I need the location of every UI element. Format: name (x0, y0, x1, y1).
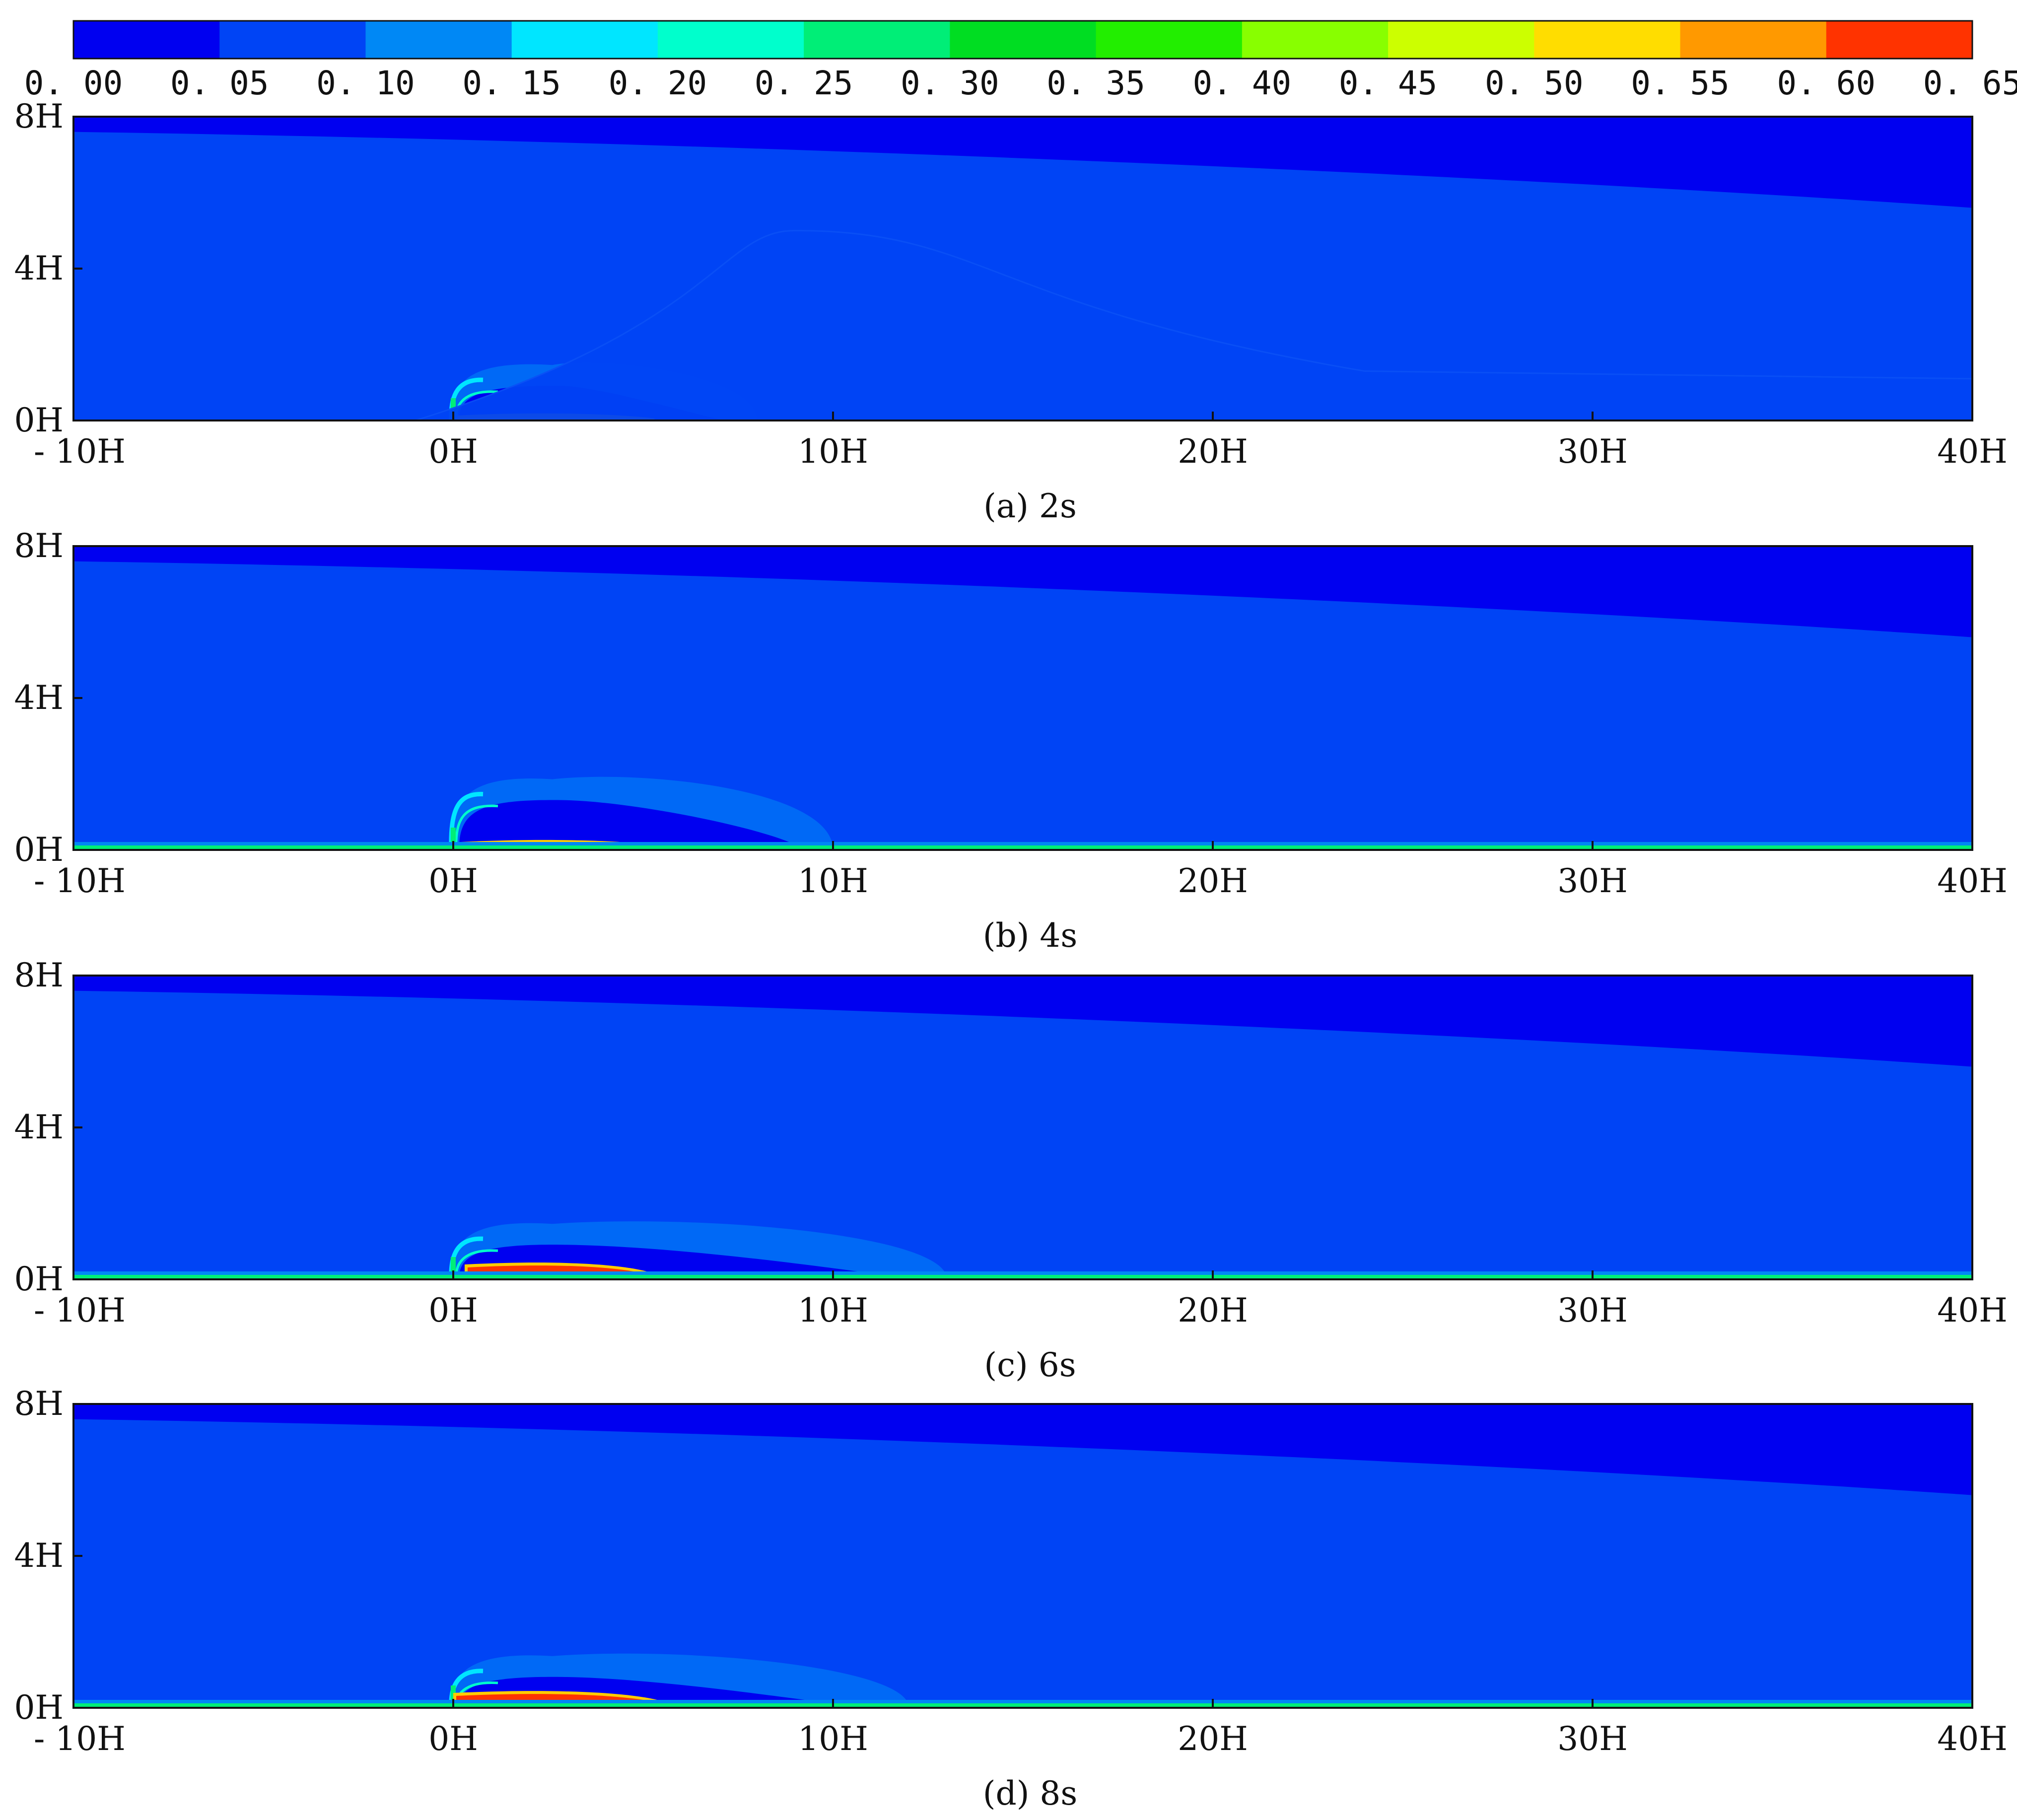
panel-caption: (a) 2s (983, 487, 1077, 525)
colorbar-label: 0. 15 (462, 64, 561, 102)
colorbar-label: 0. 00 (24, 64, 123, 102)
x-tick-label: - 10H (34, 432, 126, 471)
wall-layer (73, 1703, 1972, 1708)
y-tick-label: 8H (14, 527, 64, 565)
colorbar-label: 0. 35 (1046, 64, 1145, 102)
y-tick-label: 8H (14, 956, 64, 994)
panel-caption: (c) 6s (984, 1346, 1076, 1384)
colorbar-label: 0. 50 (1485, 64, 1584, 102)
y-tick-label: 8H (14, 1385, 64, 1423)
concentration-field (73, 1404, 1972, 1708)
wall-layer (73, 1275, 1972, 1279)
x-tick-label: 0H (428, 862, 478, 900)
colorbar-segment-7 (1096, 21, 1243, 59)
low-concentration-region (73, 976, 1972, 1067)
vortex-core (459, 800, 803, 850)
y-tick-label: 4H (14, 679, 64, 717)
colorbar-segment-8 (1242, 21, 1389, 59)
x-tick-label: 10H (798, 1720, 868, 1758)
x-tick-label: - 10H (34, 1291, 126, 1330)
x-tick-label: 0H (428, 1291, 478, 1330)
x-tick-label: 0H (428, 1720, 478, 1758)
obstacle-marker (451, 828, 456, 850)
y-tick-label: 4H (14, 249, 64, 287)
wall-layer (73, 845, 1972, 850)
colorbar-segment-9 (1388, 21, 1534, 59)
low-concentration-region (73, 1404, 1972, 1495)
low-concentration-region (73, 117, 1972, 208)
jet-edge-inner (455, 804, 498, 850)
colorbar-segment-6 (950, 21, 1097, 59)
colorbar-label: 0. 10 (316, 64, 415, 102)
x-tick-label: 40H (1937, 432, 2008, 471)
panel-caption: (b) 4s (983, 916, 1078, 955)
panel-caption: (d) 8s (983, 1774, 1078, 1813)
concentration-field (73, 976, 1972, 1279)
colorbar-label: 0. 55 (1631, 64, 1730, 102)
colorbar-segment-3 (511, 21, 658, 59)
colorbar-segment-2 (365, 21, 512, 59)
x-tick-label: 20H (1178, 1720, 1248, 1758)
colorbar-label: 0. 25 (755, 64, 853, 102)
x-tick-label: 10H (798, 862, 868, 900)
colorbar-label: 0. 05 (170, 64, 269, 102)
colorbar-segment-11 (1680, 21, 1827, 59)
colorbar: 0. 00 0. 05 0. 10 0. 15 0. 20 0. 25 0. 30 0. 35… (24, 20, 2017, 102)
colorbar-label: 0. 45 (1339, 64, 1438, 102)
colorbar-frame (72, 20, 1973, 60)
y-tick-label: 4H (14, 1108, 64, 1146)
y-tick-label: 4H (14, 1537, 64, 1575)
y-tick-label: 0H (14, 831, 64, 869)
colorbar-segment-0 (73, 21, 220, 59)
colorbar-segment-4 (657, 21, 804, 59)
x-tick-label: 40H (1937, 862, 2008, 900)
x-tick-label: 30H (1557, 1720, 1628, 1758)
colorbar-segment-10 (1534, 21, 1681, 59)
x-tick-label: 40H (1937, 1720, 2008, 1758)
concentration-field (73, 546, 1972, 850)
obstacle-marker (451, 1257, 456, 1279)
x-tick-label: 30H (1557, 862, 1628, 900)
low-concentration-region (73, 546, 1972, 637)
concentration-field (73, 117, 1972, 420)
x-tick-label: 30H (1557, 1291, 1628, 1330)
colorbar-label: 0. 30 (901, 64, 999, 102)
colorbar-segment-5 (804, 21, 950, 59)
colorbar-segment-12 (1826, 21, 1973, 59)
x-tick-label: - 10H (34, 862, 126, 900)
y-tick-label: 0H (14, 401, 64, 439)
x-tick-label: 20H (1178, 432, 1248, 471)
colorbar-label: 0. 40 (1193, 64, 1292, 102)
x-tick-label: 10H (798, 1291, 868, 1330)
colorbar-label: 0. 20 (609, 64, 707, 102)
colorbar-label: 0. 60 (1777, 64, 1876, 102)
y-tick-label: 0H (14, 1688, 64, 1727)
x-tick-label: 20H (1178, 1291, 1248, 1330)
colorbar-label: 0. 65 (1923, 64, 2017, 102)
x-tick-label: 0H (428, 432, 478, 471)
x-tick-label: - 10H (34, 1720, 126, 1758)
y-tick-label: 8H (14, 97, 64, 136)
x-tick-label: 10H (798, 432, 868, 471)
y-tick-label: 0H (14, 1260, 64, 1298)
x-tick-label: 20H (1178, 862, 1248, 900)
x-tick-label: 40H (1937, 1291, 2008, 1330)
colorbar-segment-1 (219, 21, 366, 59)
x-tick-label: 30H (1557, 432, 1628, 471)
plume-region (415, 229, 1972, 420)
